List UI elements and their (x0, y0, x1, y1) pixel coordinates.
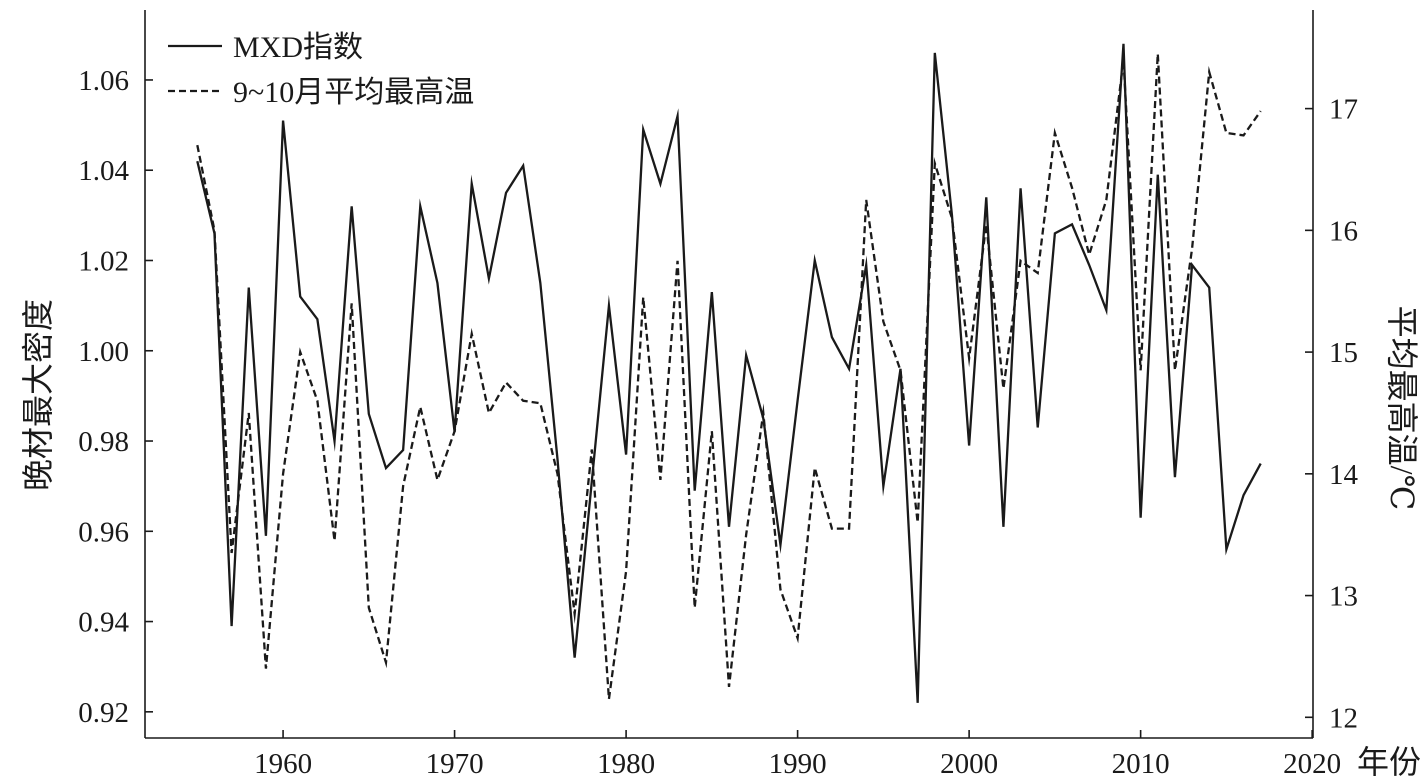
y-right-tick-label: 16 (1329, 215, 1358, 247)
y-right-tick-label: 13 (1329, 581, 1358, 613)
legend-label: MXD指数 (233, 31, 363, 64)
y-right-tick-label: 17 (1329, 94, 1358, 126)
legend-entry-mxd-index: MXD指数 (168, 31, 363, 64)
x-tick-label: 1970 (426, 748, 484, 780)
y-right-tick-label: 15 (1329, 337, 1358, 369)
mxd-index-line (196, 43, 1262, 703)
x-tick-label: 2020 (1283, 748, 1341, 780)
y-right-tick-label: 12 (1329, 702, 1358, 734)
x-tick-label: 1990 (769, 748, 827, 780)
y-left-tick-label: 0.94 (78, 607, 129, 639)
legend-label: 9~10月平均最高温 (233, 76, 474, 109)
y-left-tick-label: 1.06 (78, 65, 129, 97)
y-left-tick-label: 0.92 (78, 697, 129, 729)
x-tick-label: 2010 (1112, 748, 1170, 780)
max-temperature-line (196, 53, 1262, 711)
axes (144, 10, 1314, 739)
y-axis-left-label: 晚材最大密度 (20, 299, 56, 491)
x-tick-label: 2000 (940, 748, 998, 780)
y-axis-left-ticks: 0.92 0.94 0.96 0.98 1.00 1.02 1.04 1.06 (78, 65, 153, 729)
y-left-tick-label: 0.96 (78, 516, 129, 548)
x-tick-label: 1980 (597, 748, 655, 780)
y-axis-right-label: 平均最高温/℃ (1384, 306, 1420, 511)
y-right-tick-label: 14 (1329, 459, 1359, 491)
y-left-tick-label: 1.04 (78, 155, 129, 187)
legend-entry-max-temperature: 9~10月平均最高温 (168, 76, 474, 109)
y-left-tick-label: 1.00 (78, 336, 129, 368)
legend: MXD指数 9~10月平均最高温 (168, 31, 474, 109)
y-axis-right-ticks: 12 13 14 15 16 17 (1305, 94, 1359, 734)
x-tick-label: 1960 (254, 748, 312, 780)
y-left-tick-label: 1.02 (78, 245, 129, 277)
y-left-tick-label: 0.98 (78, 426, 129, 458)
x-axis-label: 年份 (1357, 744, 1421, 780)
plot-area (196, 43, 1262, 711)
x-axis-ticks: 1960 1970 1980 1990 2000 2010 2020 (254, 730, 1341, 780)
